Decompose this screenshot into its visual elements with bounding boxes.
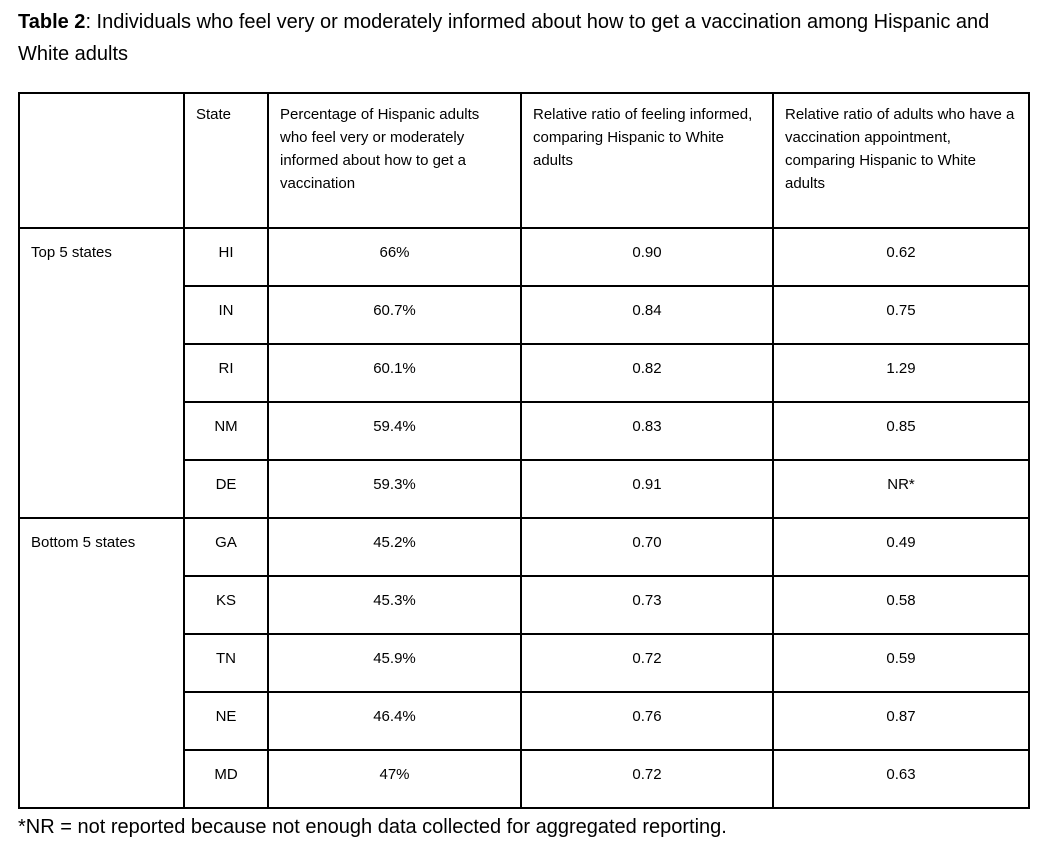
ratio-appointment-cell: 0.58 <box>772 575 1030 635</box>
header-state: State <box>183 92 269 229</box>
group-label-bottom5: Bottom 5 states <box>18 517 185 809</box>
state-cell: NM <box>183 401 269 461</box>
header-ratio-informed: Relative ratio of feeling informed, comp… <box>520 92 774 229</box>
state-cell: MD <box>183 749 269 809</box>
ratio-appointment-cell: 0.85 <box>772 401 1030 461</box>
ratio-appointment-cell: 0.49 <box>772 517 1030 577</box>
percentage-cell: 46.4% <box>267 691 522 751</box>
table-caption-text: : Individuals who feel very or moderatel… <box>18 11 990 65</box>
table-caption-label: Table 2 <box>18 11 86 33</box>
table-row: TN 45.9% 0.72 0.59 <box>19 633 1030 693</box>
ratio-appointment-cell: 0.75 <box>772 285 1030 345</box>
ratio-informed-cell: 0.90 <box>520 227 774 287</box>
state-cell: RI <box>183 343 269 403</box>
state-cell: KS <box>183 575 269 635</box>
table-row: MD 47% 0.72 0.63 <box>19 749 1030 809</box>
header-group <box>18 92 185 229</box>
state-cell: IN <box>183 285 269 345</box>
percentage-cell: 66% <box>267 227 522 287</box>
data-table: State Percentage of Hispanic adults who … <box>18 92 1030 809</box>
ratio-informed-cell: 0.76 <box>520 691 774 751</box>
percentage-cell: 45.3% <box>267 575 522 635</box>
percentage-cell: 60.7% <box>267 285 522 345</box>
table-row: Top 5 states HI 66% 0.90 0.62 <box>18 227 1030 519</box>
ratio-informed-cell: 0.70 <box>520 517 774 577</box>
table-caption: Table 2: Individuals who feel very or mo… <box>18 6 1045 70</box>
ratio-informed-cell: 0.72 <box>520 749 774 809</box>
header-row: State Percentage of Hispanic adults who … <box>18 92 1030 229</box>
group-label-top5: Top 5 states <box>18 227 185 519</box>
footnote: *NR = not reported because not enough da… <box>18 816 727 838</box>
ratio-informed-cell: 0.83 <box>520 401 774 461</box>
state-cell: DE <box>183 459 269 519</box>
ratio-informed-cell: 0.72 <box>520 633 774 693</box>
ratio-informed-cell: 0.91 <box>520 459 774 519</box>
state-cell: TN <box>183 633 269 693</box>
header-percentage: Percentage of Hispanic adults who feel v… <box>267 92 522 229</box>
percentage-cell: 59.4% <box>267 401 522 461</box>
state-cell: GA <box>183 517 269 577</box>
state-cell: HI <box>183 227 269 287</box>
percentage-cell: 59.3% <box>267 459 522 519</box>
table-row: DE 59.3% 0.91 NR* <box>19 459 1030 519</box>
table-row: IN 60.7% 0.84 0.75 <box>19 285 1030 345</box>
state-cell: NE <box>183 691 269 751</box>
percentage-cell: 45.9% <box>267 633 522 693</box>
ratio-appointment-cell: 0.62 <box>772 227 1030 287</box>
table-row: RI 60.1% 0.82 1.29 <box>19 343 1030 403</box>
ratio-appointment-cell: 0.59 <box>772 633 1030 693</box>
percentage-cell: 45.2% <box>267 517 522 577</box>
header-ratio-appointment: Relative ratio of adults who have a vacc… <box>772 92 1030 229</box>
percentage-cell: 60.1% <box>267 343 522 403</box>
ratio-appointment-cell: 1.29 <box>772 343 1030 403</box>
table-row: NE 46.4% 0.76 0.87 <box>19 691 1030 751</box>
table-row: NM 59.4% 0.83 0.85 <box>19 401 1030 461</box>
ratio-appointment-cell: NR* <box>772 459 1030 519</box>
ratio-appointment-cell: 0.63 <box>772 749 1030 809</box>
ratio-informed-cell: 0.82 <box>520 343 774 403</box>
ratio-informed-cell: 0.84 <box>520 285 774 345</box>
table-row: Bottom 5 states GA 45.2% 0.70 0.49 <box>18 517 1030 809</box>
percentage-cell: 47% <box>267 749 522 809</box>
ratio-informed-cell: 0.73 <box>520 575 774 635</box>
table-row: KS 45.3% 0.73 0.58 <box>19 575 1030 635</box>
ratio-appointment-cell: 0.87 <box>772 691 1030 751</box>
